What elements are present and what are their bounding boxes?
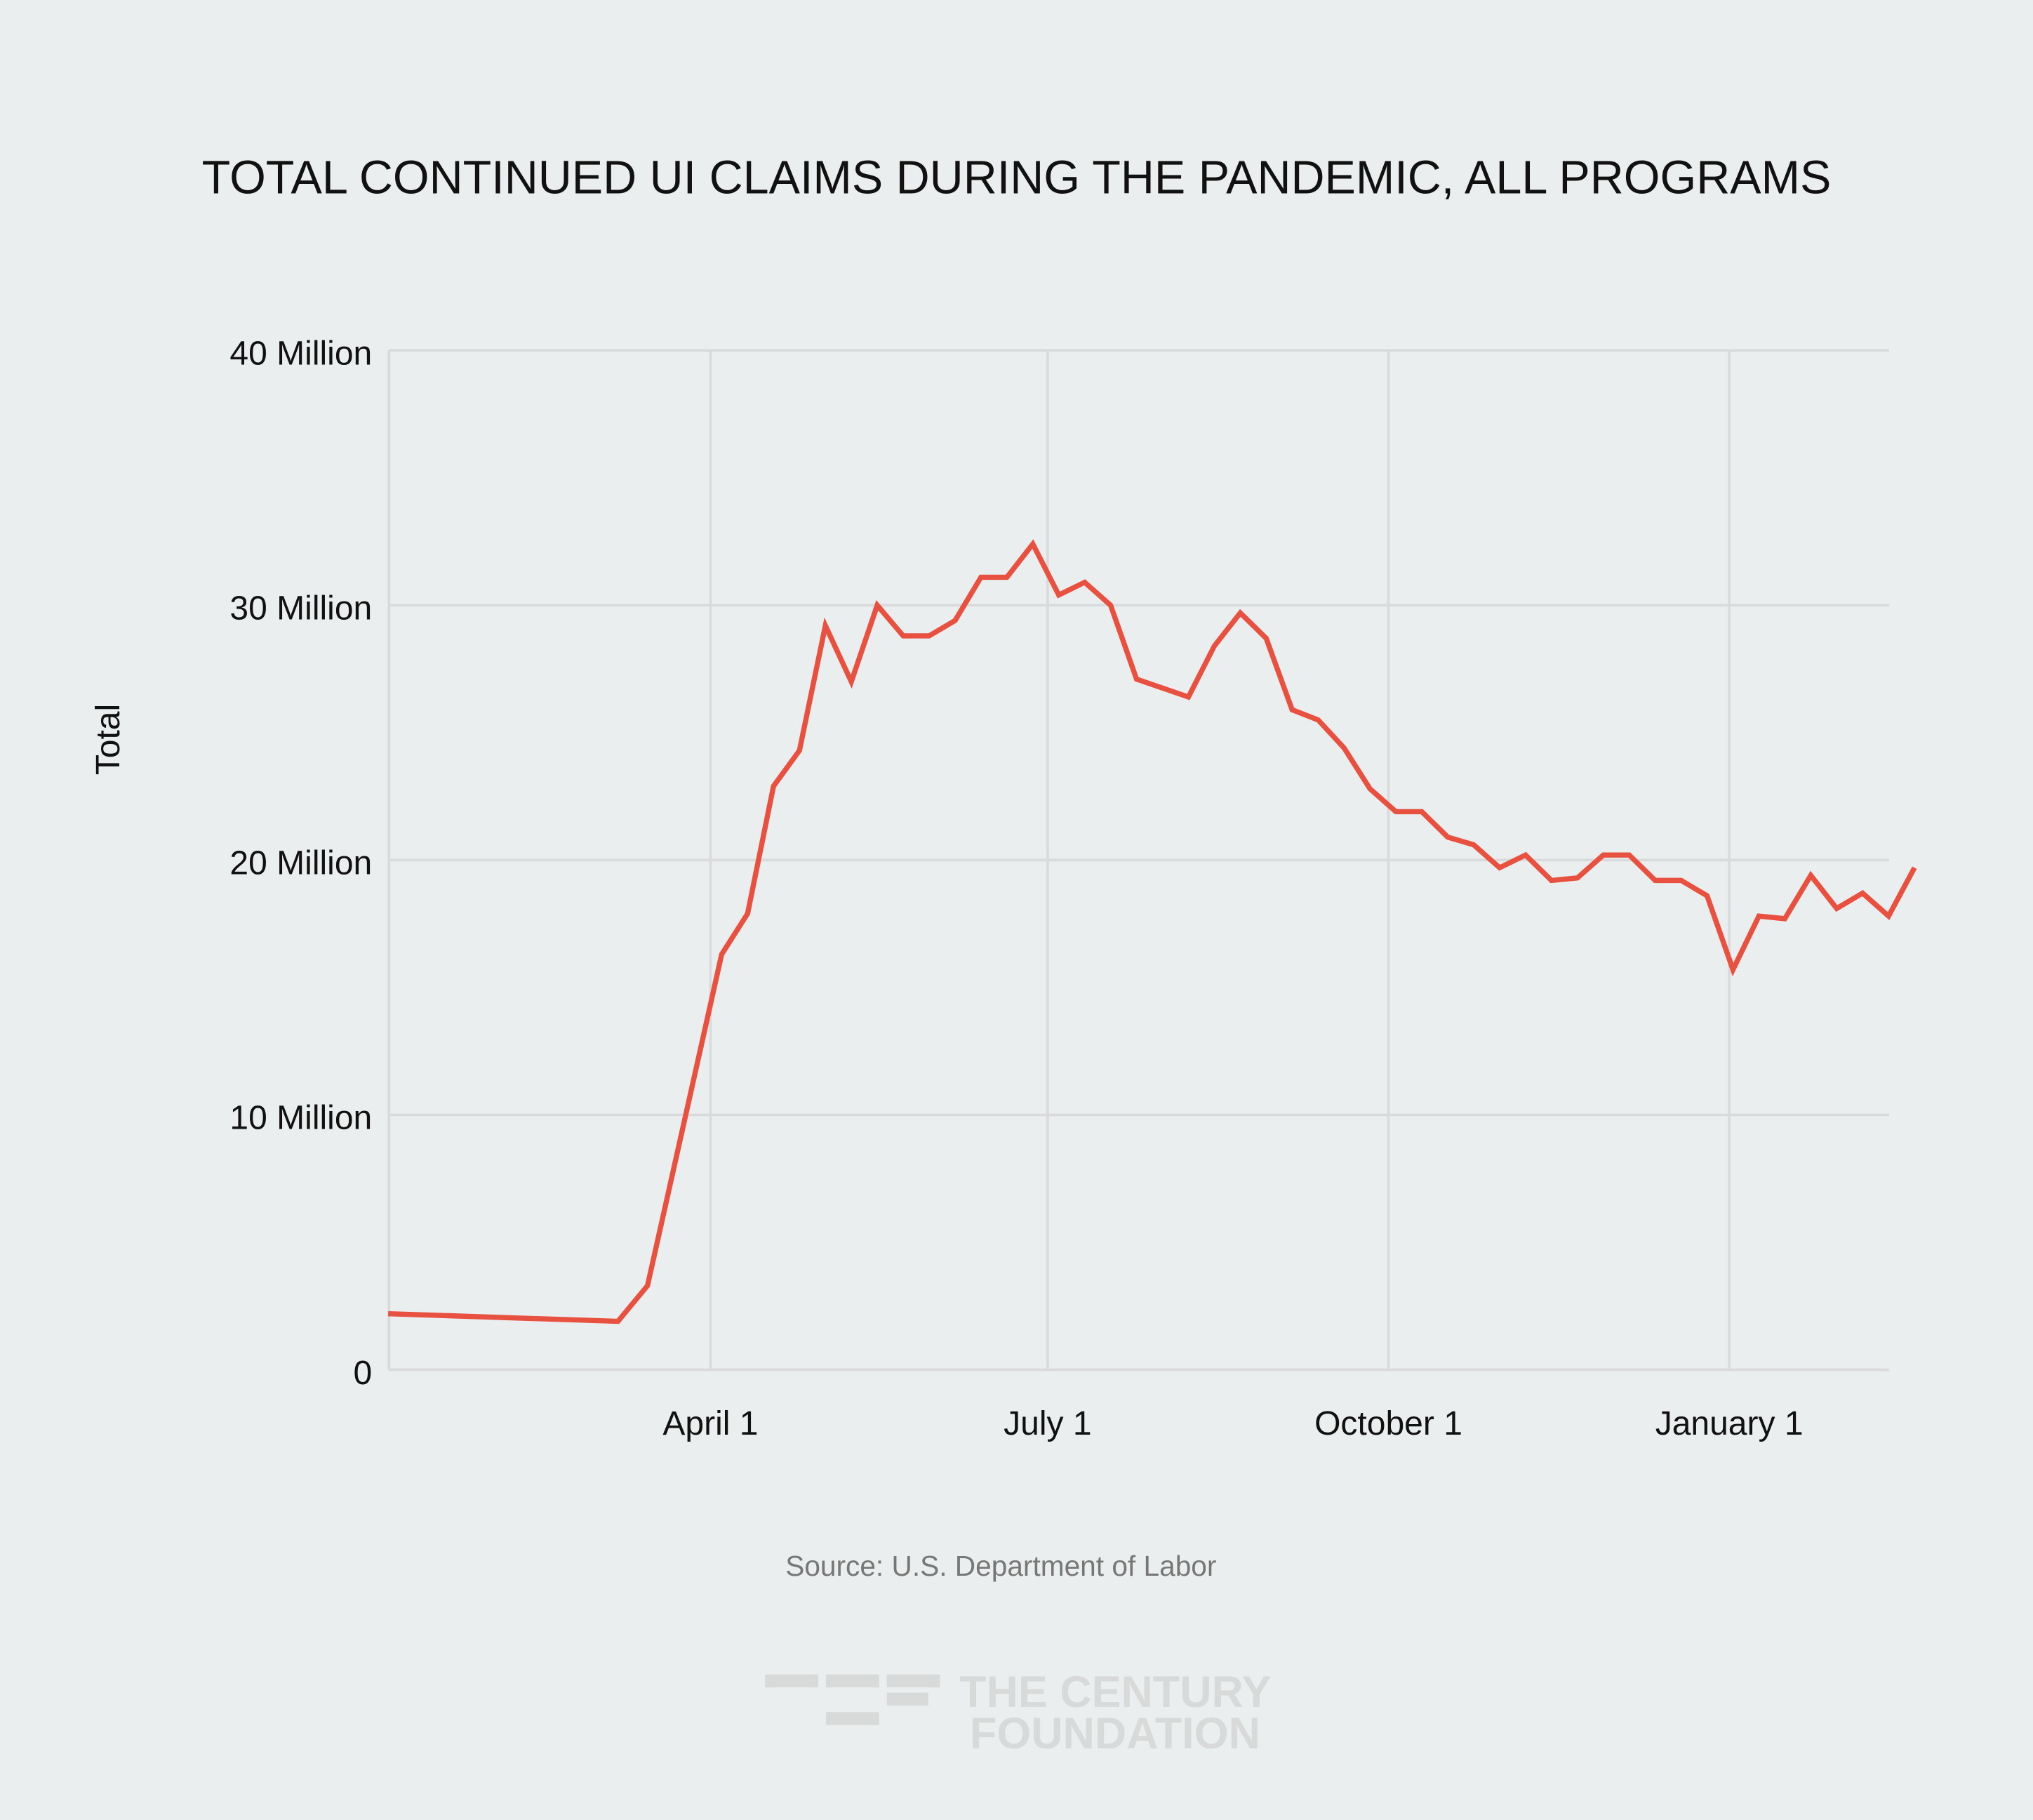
y-tick-label: 0 bbox=[354, 1355, 373, 1392]
x-tick-label: October 1 bbox=[1314, 1405, 1462, 1442]
x-tick-label: January 1 bbox=[1655, 1405, 1804, 1442]
gridlines bbox=[387, 349, 1889, 1371]
y-tick-label: 20 Million bbox=[229, 845, 372, 882]
data-points bbox=[388, 544, 1915, 1322]
chart-title: TOTAL CONTINUED UI CLAIMS DURING THE PAN… bbox=[202, 152, 1832, 204]
y-tick-label: 10 Million bbox=[229, 1100, 372, 1137]
y-tick-label: 30 Million bbox=[229, 590, 372, 627]
x-tick-label: July 1 bbox=[1004, 1405, 1091, 1442]
x-tick-labels: April 1 July 1 October 1 January 1 bbox=[662, 1405, 1803, 1442]
y-axis-label: Total bbox=[90, 704, 127, 775]
logo-mark-icon bbox=[765, 1674, 940, 1725]
logo-text-line2: FOUNDATION bbox=[970, 1709, 1260, 1758]
source-note: Source: U.S. Department of Labor bbox=[785, 1550, 1216, 1582]
logo-text-line1: THE CENTURY bbox=[959, 1668, 1271, 1717]
y-tick-label: 40 Million bbox=[229, 336, 372, 373]
series-line bbox=[388, 539, 1917, 1324]
y-tick-labels: 0 10 Million 20 Million 30 Million 40 Millio… bbox=[229, 336, 372, 1392]
century-foundation-logo: THE CENTURY FOUNDATION bbox=[765, 1668, 1271, 1758]
x-tick-label: April 1 bbox=[662, 1405, 758, 1442]
